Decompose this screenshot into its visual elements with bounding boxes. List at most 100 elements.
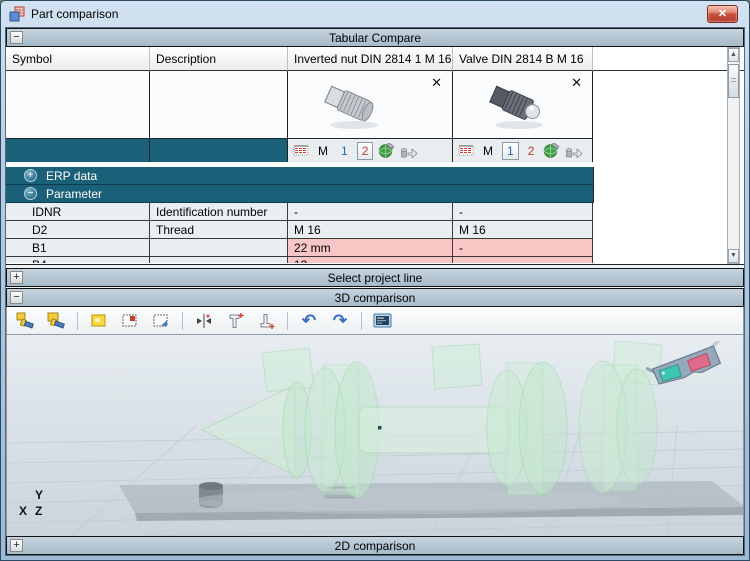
remove-part1-icon[interactable]: ✕ bbox=[431, 75, 442, 90]
row-part2-value: M 16 bbox=[453, 221, 593, 239]
2d-comparison-bar[interactable]: + 2D comparison bbox=[6, 536, 744, 555]
fullscreen-button[interactable] bbox=[371, 310, 395, 332]
2d-comparison-title: 2D comparison bbox=[334, 538, 416, 553]
row-description: Identification number bbox=[150, 203, 288, 221]
table-row[interactable]: B1 22 mm - bbox=[6, 239, 744, 257]
col-header-part1: Inverted nut DIN 2814 1 M 16 bbox=[288, 47, 453, 71]
part1-toolbar: M 1 2 bbox=[288, 138, 453, 162]
toolbar-separator bbox=[182, 311, 183, 330]
origin-marker bbox=[378, 426, 382, 430]
table-scrollbar[interactable]: ▲ ▼ bbox=[727, 47, 740, 264]
close-icon[interactable]: ✕ bbox=[707, 5, 738, 23]
remove-part2-icon[interactable]: ✕ bbox=[571, 75, 582, 90]
3d-comparison-title: 3D comparison bbox=[334, 290, 416, 305]
row-part2-value: - bbox=[453, 203, 593, 221]
export-part-icon[interactable] bbox=[565, 144, 583, 158]
view-2-button[interactable]: 2 bbox=[527, 143, 535, 158]
part1-image-cell: ✕ bbox=[288, 71, 453, 138]
zoom-selected-button[interactable] bbox=[149, 310, 173, 332]
symbol-dark-cell bbox=[6, 138, 150, 162]
row-part1-value: - bbox=[288, 203, 453, 221]
table-row[interactable]: D2 Thread M 16 M 16 bbox=[6, 221, 744, 239]
3d-glasses-icon[interactable] bbox=[645, 341, 729, 397]
update-globe-icon[interactable] bbox=[378, 142, 395, 159]
description-dark-cell bbox=[150, 138, 288, 162]
collapse-icon[interactable]: − bbox=[10, 31, 23, 44]
description-empty-cell bbox=[150, 71, 288, 138]
scroll-down-icon[interactable]: ▼ bbox=[728, 249, 739, 263]
3d-comparison-bar[interactable]: − 3D comparison bbox=[6, 288, 744, 307]
align-parts-button[interactable] bbox=[192, 310, 216, 332]
dimension-m-button[interactable]: M bbox=[318, 143, 328, 158]
undo-button[interactable]: ↶ bbox=[297, 310, 321, 332]
dimension-m-button[interactable]: M bbox=[483, 143, 493, 158]
tabular-compare-bar[interactable]: − Tabular Compare bbox=[6, 28, 744, 47]
window-title: Part comparison bbox=[31, 7, 119, 21]
row-part1-value: M 16 bbox=[288, 221, 453, 239]
table-spacer bbox=[6, 162, 744, 167]
add-fitting-below-button[interactable] bbox=[254, 310, 278, 332]
section-hatch-icon[interactable] bbox=[458, 144, 474, 158]
row-symbol: B1 bbox=[6, 239, 150, 257]
redo-icon: ↷ bbox=[332, 310, 348, 330]
client-area: − Tabular Compare Symbol Description Inv… bbox=[5, 27, 745, 556]
zoom-window-button[interactable] bbox=[87, 310, 111, 332]
select-project-line-bar[interactable]: + Select project line bbox=[6, 268, 744, 287]
row-part2-value-diff bbox=[453, 257, 593, 263]
collapse-icon[interactable]: − bbox=[10, 291, 23, 304]
axis-indicator: Y X Z bbox=[19, 488, 59, 526]
group-label: Parameter bbox=[46, 186, 103, 201]
export-part-icon[interactable] bbox=[400, 144, 418, 158]
row-symbol: B4 bbox=[6, 257, 150, 263]
row-symbol: IDNR bbox=[6, 203, 150, 221]
row-description: Thread bbox=[150, 221, 288, 239]
table-header-row: Symbol Description Inverted nut DIN 2814… bbox=[6, 47, 744, 71]
axis-z-label: Z bbox=[35, 504, 43, 518]
row-symbol: D2 bbox=[6, 221, 150, 239]
app-icon bbox=[9, 6, 25, 22]
scroll-up-icon[interactable]: ▲ bbox=[728, 48, 739, 62]
row-description bbox=[150, 239, 288, 257]
tabular-compare-title: Tabular Compare bbox=[328, 30, 422, 45]
expand-icon[interactable]: + bbox=[24, 169, 37, 182]
expand-icon[interactable]: + bbox=[10, 539, 23, 552]
redo-button[interactable]: ↷ bbox=[328, 310, 352, 332]
row-part1-value-diff: 22 mm bbox=[288, 239, 453, 257]
view-2-button[interactable]: 2 bbox=[356, 141, 374, 160]
group-row-parameter[interactable]: − Parameter bbox=[6, 185, 594, 203]
3d-scene bbox=[7, 340, 743, 536]
row-part1-value-diff: 13 bbox=[288, 257, 453, 263]
view-1-button[interactable]: 1 bbox=[341, 143, 348, 158]
view-1-button[interactable]: 1 bbox=[502, 141, 519, 160]
col-header-part2: Valve DIN 2814 B M 16 bbox=[453, 47, 593, 71]
axis-x-label: X bbox=[19, 504, 28, 518]
table-row[interactable]: IDNR Identification number - - bbox=[6, 203, 744, 221]
row-filler bbox=[593, 221, 744, 239]
part-image-row: ✕ ✕ bbox=[6, 71, 744, 138]
group-label: ERP data bbox=[46, 168, 98, 183]
part2-image-cell: ✕ bbox=[453, 71, 593, 138]
show-part-2-button[interactable] bbox=[44, 310, 68, 332]
part2-thumbnail bbox=[489, 85, 543, 129]
group-row-erp-data[interactable]: + ERP data bbox=[6, 167, 594, 185]
table-row-clipped[interactable]: B4 13 bbox=[6, 257, 744, 263]
symbol-empty-cell bbox=[6, 71, 150, 138]
collapse-icon[interactable]: − bbox=[24, 187, 37, 200]
row-filler bbox=[593, 239, 744, 257]
section-hatch-icon[interactable] bbox=[293, 144, 309, 158]
add-fitting-button[interactable] bbox=[223, 310, 247, 332]
scrollbar-thumb[interactable] bbox=[728, 64, 739, 98]
expand-icon[interactable]: + bbox=[10, 271, 23, 284]
titlebar[interactable]: Part comparison ✕ bbox=[1, 1, 749, 27]
toolbar-separator bbox=[287, 311, 288, 330]
show-part-1-button[interactable] bbox=[13, 310, 37, 332]
undo-icon: ↶ bbox=[301, 310, 317, 330]
row-filler bbox=[593, 257, 744, 263]
image-row-filler bbox=[593, 71, 744, 138]
comparison-table: Symbol Description Inverted nut DIN 2814… bbox=[6, 47, 744, 265]
row-description bbox=[150, 257, 288, 263]
3d-viewport[interactable]: Y X Z bbox=[6, 335, 744, 536]
zoom-section-button[interactable] bbox=[118, 310, 142, 332]
col-header-symbol: Symbol bbox=[6, 47, 150, 71]
update-globe-icon[interactable] bbox=[543, 142, 560, 159]
